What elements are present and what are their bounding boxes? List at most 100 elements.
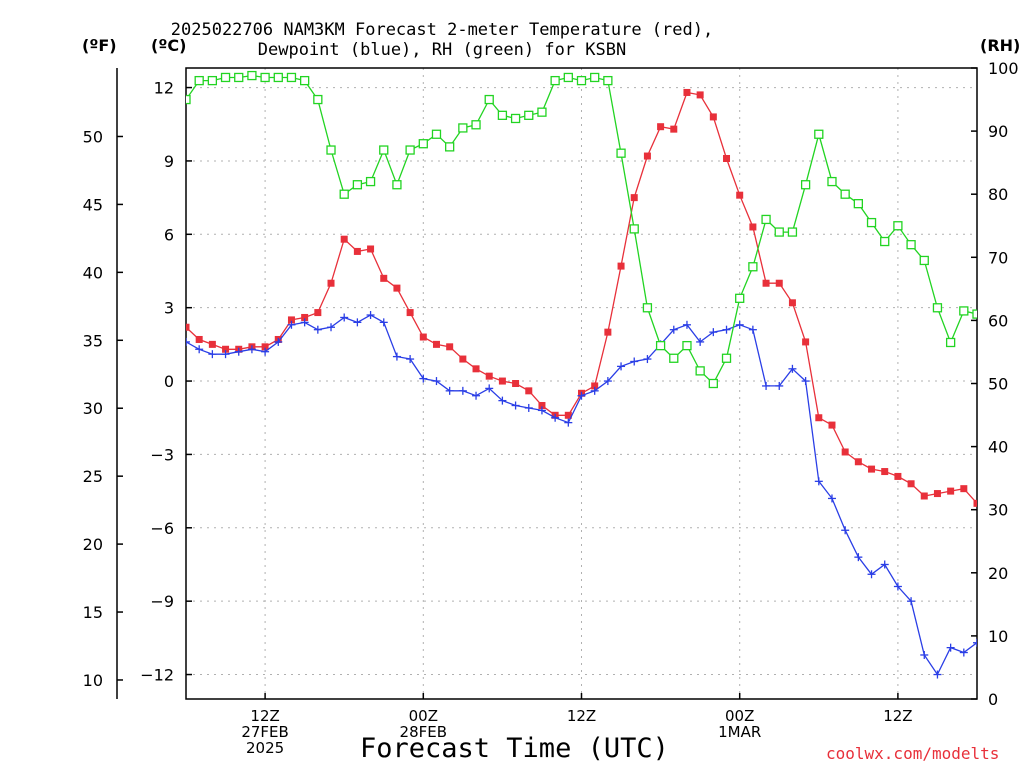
temperature-point bbox=[353, 247, 361, 255]
dewpoint-point bbox=[340, 313, 349, 322]
dewpoint-point bbox=[735, 320, 744, 329]
data-series bbox=[186, 70, 977, 679]
rh-point bbox=[603, 75, 613, 86]
celsius-tick-label: 12 bbox=[154, 79, 174, 98]
fahrenheit-tick-label: 50 bbox=[83, 127, 103, 146]
rh-point bbox=[906, 240, 916, 250]
rh-point bbox=[919, 255, 929, 266]
fahrenheit-tick-label: 30 bbox=[83, 399, 103, 418]
rh-point bbox=[669, 353, 679, 363]
rh-point bbox=[721, 353, 732, 363]
rh-point bbox=[972, 309, 977, 319]
dewpoint-point bbox=[261, 347, 270, 356]
rh-series bbox=[186, 70, 977, 389]
temperature-point bbox=[630, 194, 638, 202]
rh-point bbox=[339, 189, 349, 199]
dewpoint-point bbox=[458, 386, 467, 395]
dewpoint-point bbox=[195, 345, 204, 354]
dewpoint-point bbox=[186, 337, 190, 346]
rh-tick-label: 10 bbox=[988, 627, 1008, 646]
fahrenheit-tick-label: 45 bbox=[83, 195, 103, 214]
rh-point bbox=[616, 148, 626, 158]
dewpoint-point bbox=[722, 325, 731, 334]
rh-point bbox=[326, 145, 336, 155]
dewpoint-point bbox=[669, 325, 678, 334]
rh-point bbox=[748, 262, 758, 272]
dewpoint-point bbox=[577, 391, 586, 400]
temperature-point bbox=[657, 123, 665, 131]
x-tick-label: 12Z bbox=[250, 707, 279, 725]
x-tick-label: 00Z bbox=[409, 707, 438, 725]
x-tick-label: 2025 bbox=[246, 739, 284, 757]
temperature-point bbox=[802, 338, 810, 346]
rh-point bbox=[550, 75, 560, 86]
x-tick-label: 00Z bbox=[725, 707, 754, 725]
dewpoint-point bbox=[274, 337, 283, 346]
rh-point bbox=[642, 303, 653, 313]
temperature-point bbox=[960, 485, 968, 493]
dewpoint-point bbox=[827, 494, 836, 503]
dewpoint-point bbox=[432, 377, 441, 386]
rh-point bbox=[247, 70, 257, 81]
fahrenheit-tick-label: 40 bbox=[83, 263, 103, 282]
fahrenheit-tick-label: 25 bbox=[83, 467, 103, 486]
temperature-point bbox=[186, 323, 190, 331]
rh-point bbox=[735, 293, 745, 303]
rh-point bbox=[945, 337, 956, 348]
rh-point bbox=[365, 176, 376, 187]
dewpoint-point bbox=[893, 582, 902, 591]
temperature-point bbox=[432, 340, 440, 348]
dewpoint-point bbox=[419, 374, 428, 383]
rh-tick-label: 100 bbox=[988, 59, 1019, 78]
dewpoint-point bbox=[630, 357, 639, 366]
temperature-point bbox=[775, 279, 783, 287]
celsius-tick-label: −6 bbox=[150, 519, 174, 538]
dewpoint-point bbox=[617, 362, 626, 371]
credit-text: coolwx.com/modelts bbox=[826, 744, 1000, 763]
rh-point bbox=[510, 113, 521, 124]
celsius-tick-label: 9 bbox=[164, 152, 174, 171]
x-tick-label: 1MAR bbox=[718, 723, 761, 741]
rh-point bbox=[352, 180, 363, 190]
dewpoint-point bbox=[353, 318, 362, 327]
rh-point bbox=[800, 180, 811, 190]
rh-point bbox=[431, 129, 442, 139]
temperature-point bbox=[261, 343, 269, 351]
dewpoint-point bbox=[709, 328, 718, 337]
rh-point bbox=[260, 72, 270, 83]
dewpoint-point bbox=[603, 377, 612, 386]
rh-point bbox=[840, 189, 850, 199]
rh-point bbox=[497, 110, 508, 120]
temperature-line bbox=[186, 91, 977, 504]
temperature-point bbox=[327, 279, 335, 287]
temperature-series bbox=[186, 88, 977, 507]
dewpoint-point bbox=[841, 526, 850, 535]
temperature-point bbox=[973, 499, 977, 507]
rh-point bbox=[405, 145, 415, 155]
temperature-point bbox=[314, 309, 322, 317]
dewpoint-point bbox=[788, 364, 797, 373]
rh-point bbox=[708, 378, 718, 389]
chart-title-line-2: Dewpoint (blue), RH (green) for KSBN bbox=[257, 40, 627, 60]
temperature-point bbox=[762, 279, 770, 287]
temperature-point bbox=[512, 380, 520, 387]
rh-point bbox=[458, 123, 468, 133]
temperature-point bbox=[472, 365, 480, 373]
dewpoint-point bbox=[801, 377, 810, 386]
fahrenheit-tick-label: 10 bbox=[83, 671, 103, 690]
rh-point bbox=[853, 199, 863, 209]
temperature-point bbox=[222, 345, 230, 353]
fahrenheit-tick-label: 35 bbox=[83, 331, 103, 350]
dewpoint-point bbox=[498, 396, 507, 405]
chart-title-line-1: 2025022706 NAM3KM Forecast 2-meter Tempe… bbox=[170, 20, 714, 40]
temperature-point bbox=[538, 402, 546, 410]
temperature-point bbox=[709, 113, 717, 121]
rh-point bbox=[418, 139, 428, 149]
dewpoint-point bbox=[287, 320, 296, 329]
rh-point bbox=[682, 340, 692, 351]
rh-point bbox=[866, 217, 877, 228]
temperature-point bbox=[459, 355, 467, 363]
rh-tick-label: 80 bbox=[988, 185, 1008, 204]
rh-point bbox=[524, 110, 534, 120]
temperature-point bbox=[854, 458, 862, 466]
